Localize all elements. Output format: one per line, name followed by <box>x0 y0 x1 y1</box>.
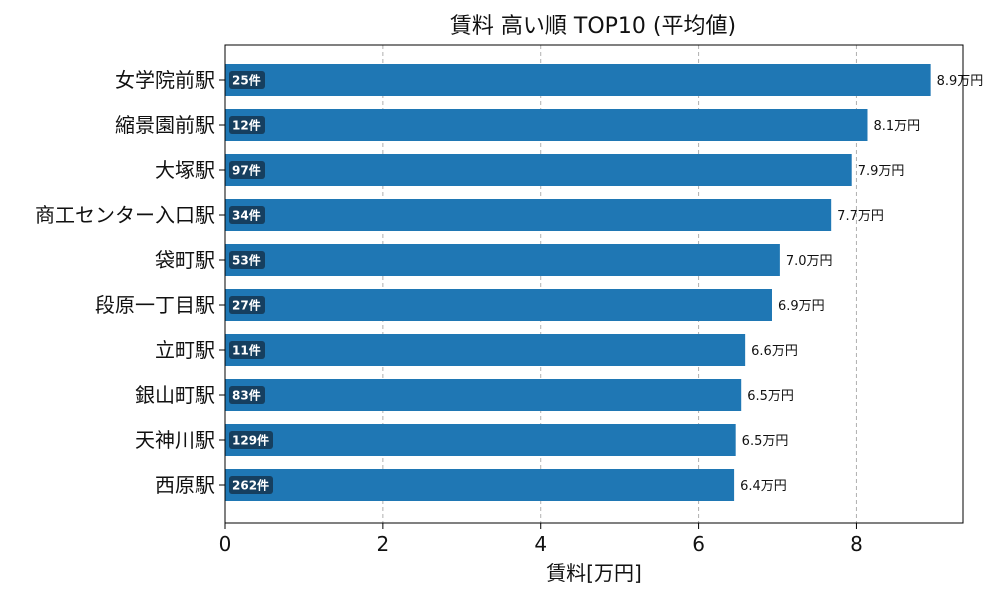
x-axis: 0 2 4 6 8 <box>219 523 863 556</box>
y-tick-label: 西原駅 <box>155 473 215 497</box>
y-tick-label: 袋町駅 <box>155 248 215 272</box>
y-tick-label: 天神川駅 <box>135 428 215 452</box>
count-badge <box>229 251 265 269</box>
bar <box>225 334 746 366</box>
count-label: 129件 <box>232 433 269 448</box>
bars: 25件 8.9万円 12件 8.1万円 97件 7.9万円 34件 7.7万円 53件 7.0万円… <box>225 64 983 501</box>
y-tick-label: 縮景園前駅 <box>115 113 215 137</box>
bar <box>225 469 735 501</box>
x-tick-label: 0 <box>219 532 232 556</box>
bar <box>225 244 780 276</box>
value-label: 7.7万円 <box>837 209 884 224</box>
count-label: 34件 <box>232 208 261 223</box>
value-label: 6.6万円 <box>751 344 798 359</box>
count-label: 25件 <box>232 73 261 88</box>
y-axis: 女学院前駅縮景園前駅大塚駅商工センター入口駅袋町駅段原一丁目駅立町駅銀山町駅天神… <box>35 68 225 497</box>
count-label: 53件 <box>232 253 261 268</box>
value-label: 8.9万円 <box>937 74 984 89</box>
y-tick-label: 大塚駅 <box>155 158 215 182</box>
count-label: 83件 <box>232 388 261 403</box>
plot-frame <box>224 44 964 524</box>
count-label: 12件 <box>232 118 261 133</box>
value-label: 6.5万円 <box>742 434 789 449</box>
count-badge <box>229 71 265 89</box>
bar <box>225 64 931 96</box>
x-tick-label: 6 <box>692 532 705 556</box>
count-label: 27件 <box>232 298 261 313</box>
bar <box>225 424 736 456</box>
y-tick-label: 商工センター入口駅 <box>35 203 215 227</box>
y-tick-label: 銀山町駅 <box>135 383 215 407</box>
count-badge <box>229 431 273 449</box>
count-badge <box>229 161 265 179</box>
bar <box>225 289 772 321</box>
y-tick-label: 段原一丁目駅 <box>95 293 215 317</box>
x-tick-label: 2 <box>376 532 389 556</box>
count-badge <box>229 476 273 494</box>
count-badge <box>229 296 265 314</box>
count-label: 11件 <box>232 343 261 358</box>
chart-title: 賃料 高い順 TOP10 (平均値) <box>450 14 736 39</box>
bar <box>225 109 868 141</box>
x-axis-label: 賃料[万円] <box>546 561 642 585</box>
value-label: 6.9万円 <box>778 299 825 314</box>
count-badge <box>229 341 265 359</box>
value-label: 7.0万円 <box>786 254 833 269</box>
count-label: 97件 <box>232 163 261 178</box>
count-badge <box>229 116 265 134</box>
y-tick-label: 立町駅 <box>155 338 215 362</box>
x-tick-label: 4 <box>534 532 547 556</box>
y-tick-label: 女学院前駅 <box>115 68 215 92</box>
count-badge <box>229 386 265 404</box>
count-badge <box>229 206 265 224</box>
value-label: 6.4万円 <box>740 479 787 494</box>
value-label: 8.1万円 <box>873 119 920 134</box>
x-tick-label: 8 <box>850 532 863 556</box>
bar <box>225 379 742 411</box>
value-label: 7.9万円 <box>858 164 905 179</box>
bar <box>225 199 832 231</box>
bar <box>225 154 852 186</box>
count-label: 262件 <box>232 478 269 493</box>
value-label: 6.5万円 <box>747 389 794 404</box>
